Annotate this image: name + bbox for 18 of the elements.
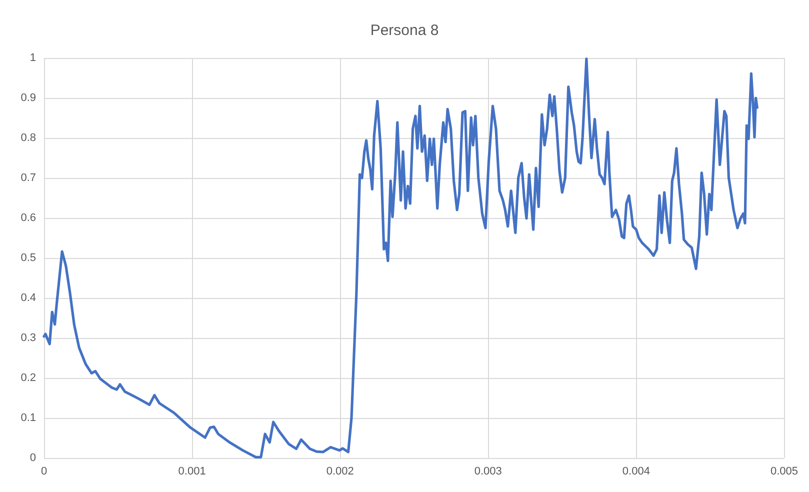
y-tick-label: 1 [30, 52, 36, 64]
y-tick-label: 0 [30, 452, 36, 464]
x-tick-label: 0.005 [770, 466, 798, 478]
chart-title: Persona 8 [370, 22, 439, 39]
x-tick-label: 0.004 [622, 466, 650, 478]
x-tick-label: 0 [40, 466, 48, 478]
y-tick-label: 0.1 [20, 412, 36, 424]
y-tick-label: 0.2 [20, 372, 36, 384]
y-tick-label: 0.4 [20, 292, 36, 304]
y-tick-label: 0.3 [20, 332, 36, 344]
x-tick-label: 0.002 [326, 466, 354, 478]
y-tick-label: 0.5 [20, 252, 36, 264]
y-tick-label: 0.9 [20, 92, 36, 104]
y-tick-label: 0.6 [20, 212, 36, 224]
x-tick-label: 0.001 [178, 466, 206, 478]
y-tick-label: 0.7 [20, 172, 36, 184]
x-tick-label: 0.003 [474, 466, 502, 478]
y-tick-label: 0.8 [20, 132, 36, 144]
